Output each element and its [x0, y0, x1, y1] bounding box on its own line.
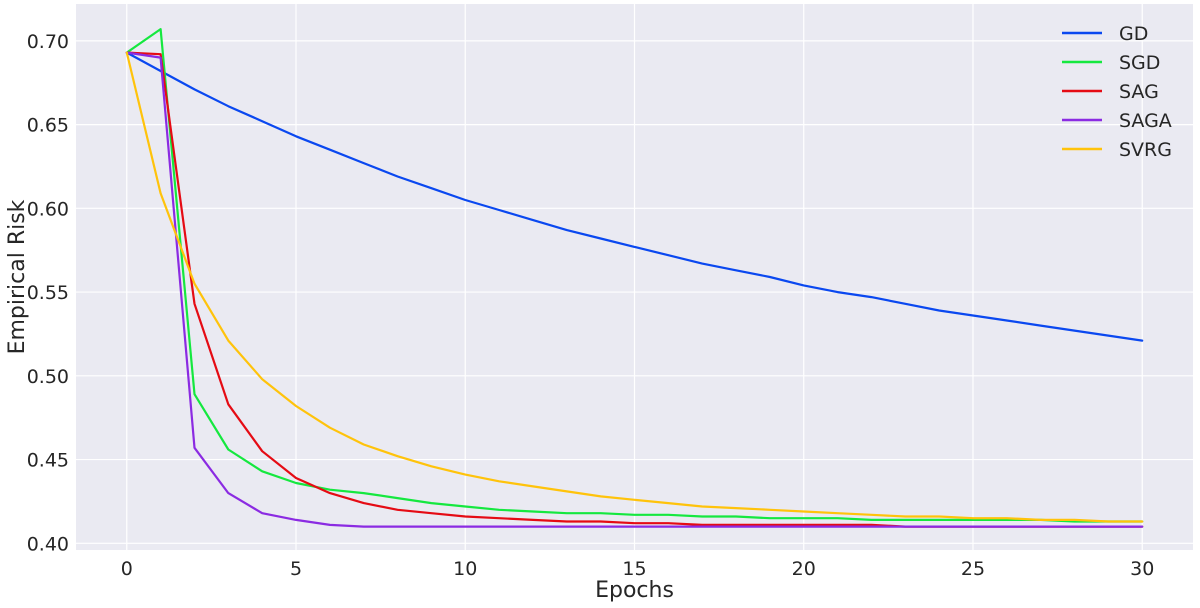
legend-label-gd: GD	[1119, 23, 1148, 45]
legend-label-sag: SAG	[1119, 81, 1159, 103]
y-tick-label: 0.60	[27, 198, 69, 220]
series-line-sgd	[125, 28, 1144, 523]
x-axis: 0 5 10 15 20 25 30	[121, 558, 1155, 580]
series-layer	[125, 28, 1144, 528]
y-tick-label: 0.40	[27, 533, 69, 555]
gridlines	[76, 4, 1193, 550]
x-tick-label: 25	[961, 558, 985, 580]
y-axis-label: Empirical Risk	[5, 199, 30, 354]
y-tick-label: 0.65	[27, 115, 69, 137]
x-tick-label: 0	[121, 558, 133, 580]
x-tick-label: 10	[453, 558, 477, 580]
legend-label-sgd: SGD	[1119, 52, 1160, 74]
x-axis-label: Epochs	[595, 578, 674, 603]
series-line-saga	[125, 51, 1144, 528]
legend: GD SGD SAG SAGA SVRG	[1062, 23, 1172, 161]
y-tick-label: 0.45	[27, 450, 69, 472]
x-tick-label: 15	[622, 558, 646, 580]
y-tick-label: 0.50	[27, 366, 69, 388]
y-tick-label: 0.70	[27, 31, 69, 53]
series-line-svrg	[125, 51, 1144, 523]
x-tick-label: 20	[792, 558, 816, 580]
y-tick-label: 0.55	[27, 282, 69, 304]
series-line-gd	[125, 51, 1144, 342]
x-tick-label: 30	[1130, 558, 1154, 580]
legend-label-svrg: SVRG	[1119, 139, 1172, 161]
x-tick-label: 5	[290, 558, 302, 580]
y-axis: 0.40 0.45 0.50 0.55 0.60 0.65 0.70	[27, 31, 69, 555]
legend-label-saga: SAGA	[1119, 110, 1172, 132]
